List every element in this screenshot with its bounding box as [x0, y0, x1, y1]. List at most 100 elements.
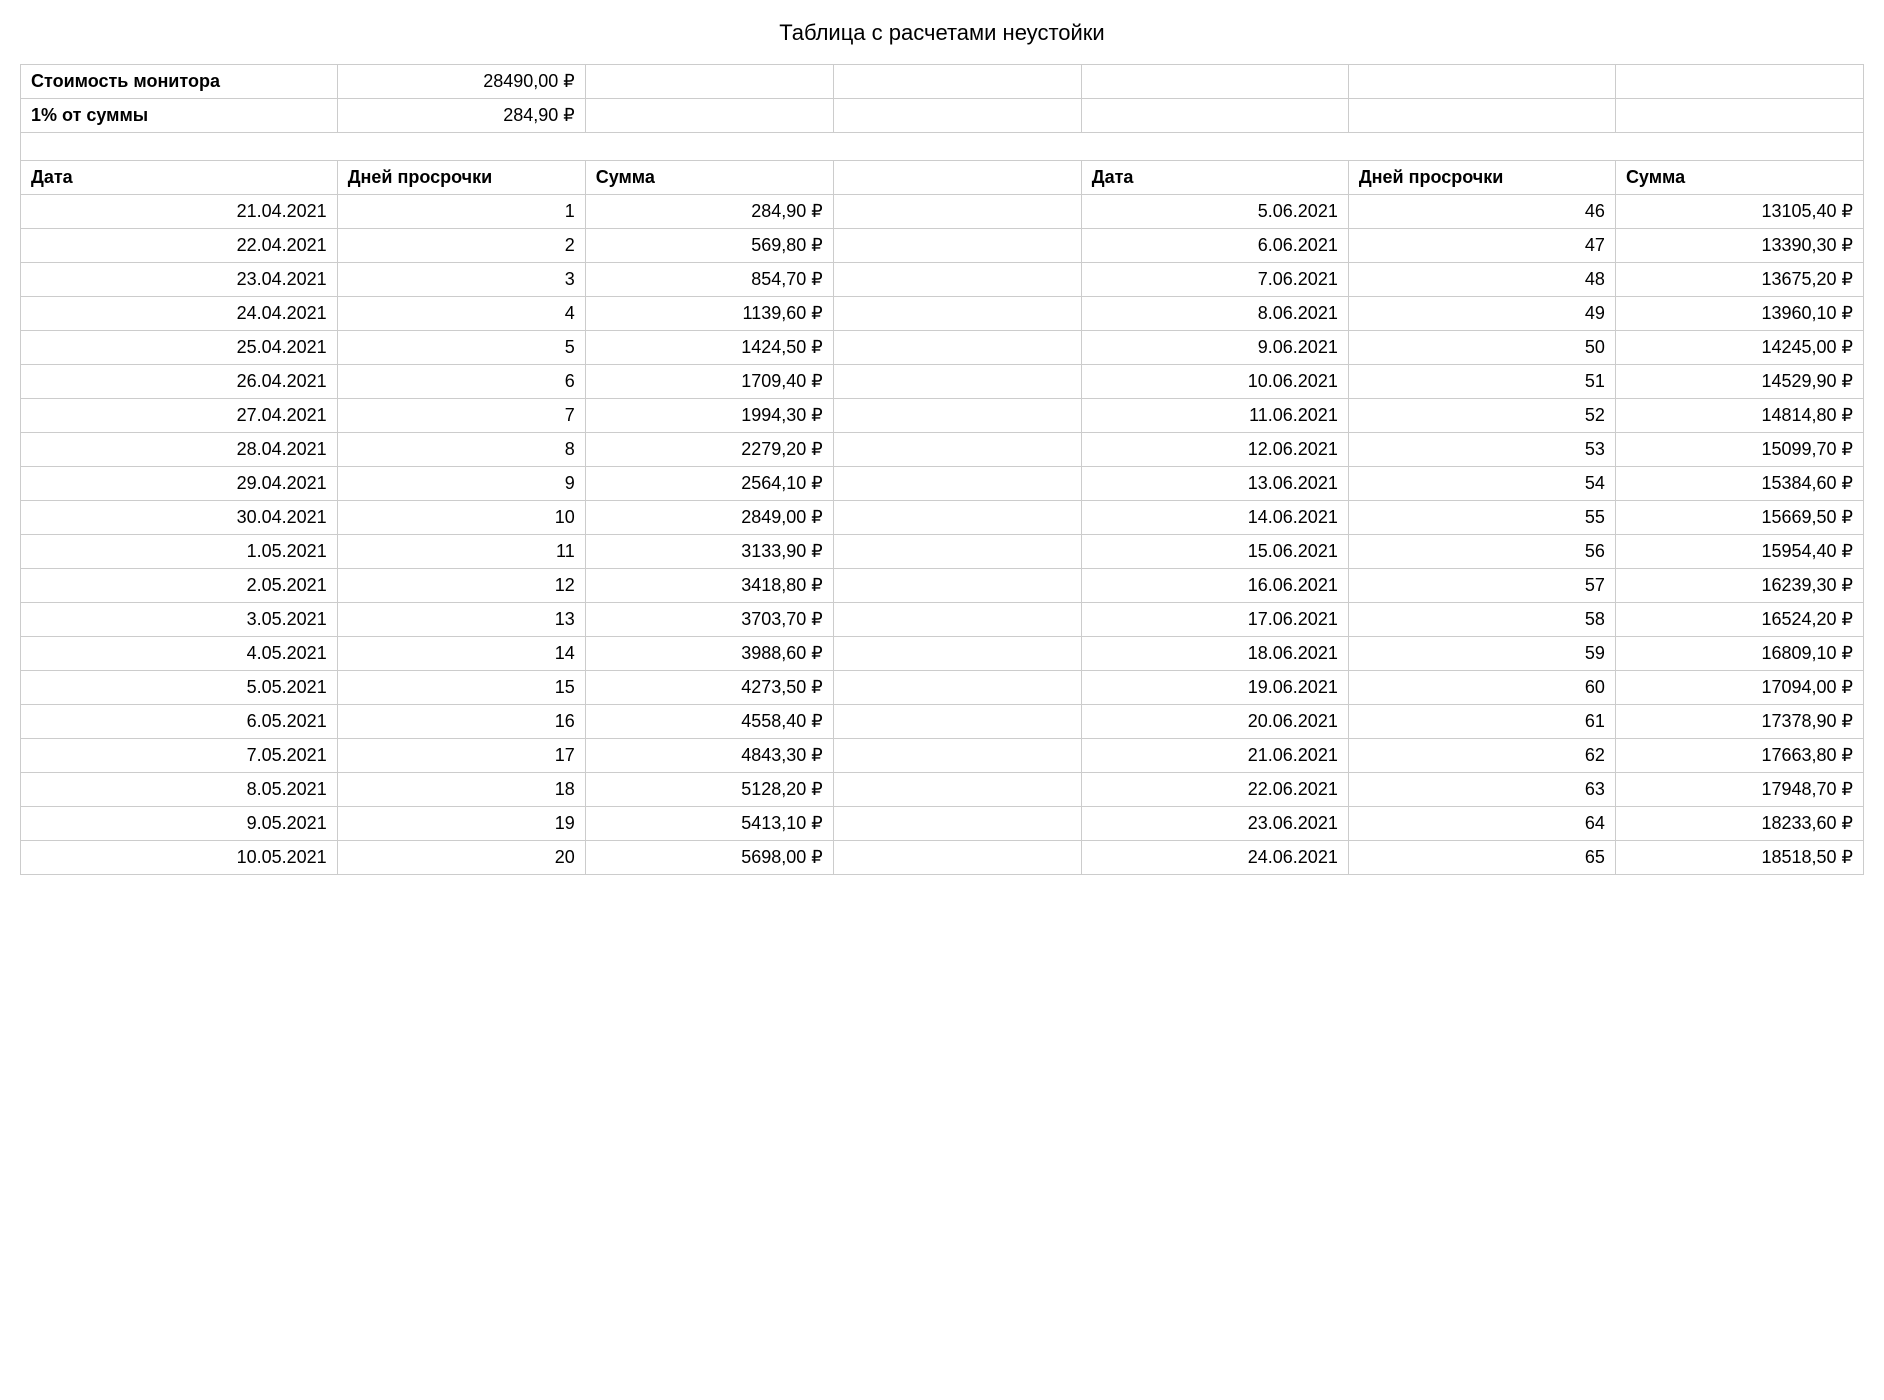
cell-days: 18 [337, 773, 585, 807]
empty-cell [833, 535, 1081, 569]
cell-sum: 16239,30 ₽ [1615, 569, 1863, 603]
col-date-left: Дата [21, 161, 338, 195]
table-row: 22.04.20212569,80 ₽6.06.20214713390,30 ₽ [21, 229, 1864, 263]
cell-days: 55 [1348, 501, 1615, 535]
cell-sum: 13960,10 ₽ [1615, 297, 1863, 331]
table-row: 24.04.202141139,60 ₽ 8.06.20214913960,10 … [21, 297, 1864, 331]
cell-date: 19.06.2021 [1081, 671, 1348, 705]
table-row: 4.05.2021143988,60 ₽18.06.20215916809,10… [21, 637, 1864, 671]
empty-cell [833, 195, 1081, 229]
empty-cell [833, 705, 1081, 739]
cell-date: 4.05.2021 [21, 637, 338, 671]
cell-days: 8 [337, 433, 585, 467]
empty-cell [833, 331, 1081, 365]
empty-cell [1615, 65, 1863, 99]
penalty-table: Стоимость монитора 28490,00 ₽ 1% от сумм… [20, 64, 1864, 875]
cell-days: 52 [1348, 399, 1615, 433]
cell-sum: 16809,10 ₽ [1615, 637, 1863, 671]
cell-sum: 17094,00 ₽ [1615, 671, 1863, 705]
cell-date: 18.06.2021 [1081, 637, 1348, 671]
cell-days: 9 [337, 467, 585, 501]
cell-date: 10.05.2021 [21, 841, 338, 875]
cell-date: 9.06.2021 [1081, 331, 1348, 365]
table-row: 6.05.2021164558,40 ₽20.06.20216117378,90… [21, 705, 1864, 739]
cell-days: 57 [1348, 569, 1615, 603]
cell-date: 11.06.2021 [1081, 399, 1348, 433]
cell-date: 26.04.2021 [21, 365, 338, 399]
empty-cell [833, 297, 1081, 331]
cell-days: 5 [337, 331, 585, 365]
cell-date: 16.06.2021 [1081, 569, 1348, 603]
cell-days: 60 [1348, 671, 1615, 705]
cell-date: 15.06.2021 [1081, 535, 1348, 569]
cell-days: 6 [337, 365, 585, 399]
cell-days: 53 [1348, 433, 1615, 467]
cell-sum: 2564,10 ₽ [585, 467, 833, 501]
spacer-row [21, 133, 1864, 161]
cell-sum: 1994,30 ₽ [585, 399, 833, 433]
cell-date: 28.04.2021 [21, 433, 338, 467]
cell-date: 7.05.2021 [21, 739, 338, 773]
cell-date: 22.06.2021 [1081, 773, 1348, 807]
cell-sum: 13675,20 ₽ [1615, 263, 1863, 297]
cell-days: 64 [1348, 807, 1615, 841]
empty-cell [833, 467, 1081, 501]
empty-cell [833, 603, 1081, 637]
cell-days: 47 [1348, 229, 1615, 263]
cell-date: 23.06.2021 [1081, 807, 1348, 841]
meta-value-2: 284,90 ₽ [337, 99, 585, 133]
cell-date: 2.05.2021 [21, 569, 338, 603]
cell-days: 11 [337, 535, 585, 569]
cell-days: 19 [337, 807, 585, 841]
cell-date: 21.06.2021 [1081, 739, 1348, 773]
empty-cell [833, 671, 1081, 705]
cell-days: 10 [337, 501, 585, 535]
cell-date: 21.04.2021 [21, 195, 338, 229]
col-days-left: Дней просрочки [337, 161, 585, 195]
cell-days: 50 [1348, 331, 1615, 365]
table-row: 23.04.20213854,70 ₽7.06.20214813675,20 ₽ [21, 263, 1864, 297]
empty-cell [833, 569, 1081, 603]
cell-date: 8.05.2021 [21, 773, 338, 807]
meta-value-1: 28490,00 ₽ [337, 65, 585, 99]
table-row: 7.05.2021174843,30 ₽21.06.20216217663,80… [21, 739, 1864, 773]
table-row: 21.04.20211284,90 ₽5.06.20214613105,40 ₽ [21, 195, 1864, 229]
cell-date: 7.06.2021 [1081, 263, 1348, 297]
cell-days: 3 [337, 263, 585, 297]
table-row: 29.04.202192564,10 ₽13.06.20215415384,60… [21, 467, 1864, 501]
empty-cell [833, 739, 1081, 773]
cell-date: 24.04.2021 [21, 297, 338, 331]
empty-cell [21, 133, 1864, 161]
cell-sum: 1424,50 ₽ [585, 331, 833, 365]
table-row: 10.05.2021205698,00 ₽24.06.20216518518,5… [21, 841, 1864, 875]
cell-date: 8.06.2021 [1081, 297, 1348, 331]
cell-sum: 1139,60 ₽ [585, 297, 833, 331]
table-row: 27.04.202171994,30 ₽11.06.20215214814,80… [21, 399, 1864, 433]
cell-date: 22.04.2021 [21, 229, 338, 263]
empty-cell [1615, 99, 1863, 133]
cell-days: 7 [337, 399, 585, 433]
cell-sum: 569,80 ₽ [585, 229, 833, 263]
cell-date: 9.05.2021 [21, 807, 338, 841]
cell-days: 1 [337, 195, 585, 229]
table-row: 2.05.2021123418,80 ₽16.06.20215716239,30… [21, 569, 1864, 603]
meta-row-1: Стоимость монитора 28490,00 ₽ [21, 65, 1864, 99]
meta-label-1: Стоимость монитора [21, 65, 338, 99]
cell-sum: 1709,40 ₽ [585, 365, 833, 399]
cell-sum: 18233,60 ₽ [1615, 807, 1863, 841]
empty-cell [1348, 65, 1615, 99]
cell-days: 61 [1348, 705, 1615, 739]
cell-sum: 2279,20 ₽ [585, 433, 833, 467]
cell-days: 17 [337, 739, 585, 773]
table-row: 26.04.202161709,40 ₽10.06.20215114529,90… [21, 365, 1864, 399]
cell-date: 10.06.2021 [1081, 365, 1348, 399]
cell-sum: 3133,90 ₽ [585, 535, 833, 569]
cell-sum: 5698,00 ₽ [585, 841, 833, 875]
col-sum-left: Сумма [585, 161, 833, 195]
cell-days: 49 [1348, 297, 1615, 331]
empty-cell [1081, 99, 1348, 133]
cell-sum: 15954,40 ₽ [1615, 535, 1863, 569]
cell-sum: 3988,60 ₽ [585, 637, 833, 671]
cell-sum: 15099,70 ₽ [1615, 433, 1863, 467]
cell-days: 4 [337, 297, 585, 331]
